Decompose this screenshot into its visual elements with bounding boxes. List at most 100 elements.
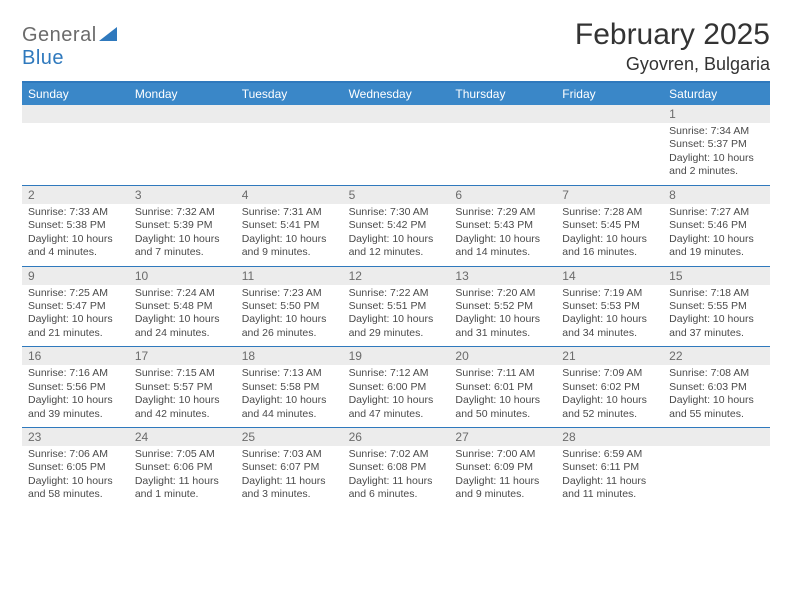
cell-line: Daylight: 11 hours <box>135 475 230 488</box>
date-number: 22 <box>663 349 682 363</box>
cell-line: and 55 minutes. <box>669 408 764 421</box>
date-number: 13 <box>449 269 468 283</box>
cell-body <box>449 123 556 181</box>
cell-line: Sunrise: 7:18 AM <box>669 287 764 300</box>
cell-line: Sunrise: 7:33 AM <box>28 206 123 219</box>
date-number: 2 <box>22 188 35 202</box>
date-band: 15 <box>663 267 770 285</box>
cell-line: Daylight: 10 hours <box>455 233 550 246</box>
cell-line: and 16 minutes. <box>562 246 657 259</box>
cell-line: Sunrise: 7:25 AM <box>28 287 123 300</box>
cell-line: Sunset: 6:03 PM <box>669 381 764 394</box>
cell-line: Sunset: 5:56 PM <box>28 381 123 394</box>
calendar-cell: 24Sunrise: 7:05 AMSunset: 6:06 PMDayligh… <box>129 428 236 508</box>
date-band: 24 <box>129 428 236 446</box>
date-band: 28 <box>556 428 663 446</box>
date-band <box>343 105 450 123</box>
cell-body <box>236 123 343 181</box>
date-number: 14 <box>556 269 575 283</box>
calendar-cell: 13Sunrise: 7:20 AMSunset: 5:52 PMDayligh… <box>449 267 556 347</box>
date-band <box>129 105 236 123</box>
cell-line: and 58 minutes. <box>28 488 123 501</box>
date-band: 7 <box>556 186 663 204</box>
cell-line: Sunrise: 6:59 AM <box>562 448 657 461</box>
cell-line: Sunset: 5:47 PM <box>28 300 123 313</box>
date-number: 20 <box>449 349 468 363</box>
calendar-cell: 25Sunrise: 7:03 AMSunset: 6:07 PMDayligh… <box>236 428 343 508</box>
cell-line: and 34 minutes. <box>562 327 657 340</box>
cell-line: and 37 minutes. <box>669 327 764 340</box>
date-number: 4 <box>236 188 249 202</box>
date-band: 9 <box>22 267 129 285</box>
date-number: 7 <box>556 188 569 202</box>
date-band: 1 <box>663 105 770 123</box>
calendar-cell: 17Sunrise: 7:15 AMSunset: 5:57 PMDayligh… <box>129 347 236 427</box>
cell-line: Sunset: 6:05 PM <box>28 461 123 474</box>
date-number: 8 <box>663 188 676 202</box>
cell-line: and 47 minutes. <box>349 408 444 421</box>
cell-line: Daylight: 11 hours <box>562 475 657 488</box>
cell-body: Sunrise: 7:12 AMSunset: 6:00 PMDaylight:… <box>343 365 450 427</box>
cell-line: Sunrise: 7:32 AM <box>135 206 230 219</box>
date-number: 15 <box>663 269 682 283</box>
cell-line: Sunset: 5:48 PM <box>135 300 230 313</box>
cell-line: Daylight: 10 hours <box>242 313 337 326</box>
cell-line: Daylight: 10 hours <box>28 394 123 407</box>
calendar-cell <box>22 105 129 185</box>
calendar-cell: 19Sunrise: 7:12 AMSunset: 6:00 PMDayligh… <box>343 347 450 427</box>
cell-line: Sunset: 5:43 PM <box>455 219 550 232</box>
calendar-cell: 20 Sunrise: 7:11 AMSunset: 6:01 PMDayligh… <box>449 347 556 427</box>
cell-line: Sunrise: 7:22 AM <box>349 287 444 300</box>
cell-line: Sunrise: 7:28 AM <box>562 206 657 219</box>
cell-line: Sunrise: 7:06 AM <box>28 448 123 461</box>
cell-line: Sunrise: 7:00 AM <box>455 448 550 461</box>
cell-body: Sunrise: 7:11 AMSunset: 6:01 PMDaylight:… <box>449 365 556 427</box>
date-band: 3 <box>129 186 236 204</box>
calendar-cell: 27Sunrise: 7:00 AMSunset: 6:09 PMDayligh… <box>449 428 556 508</box>
calendar-cell: 7Sunrise: 7:28 AMSunset: 5:45 PMDaylight… <box>556 186 663 266</box>
cell-body: Sunrise: 7:08 AMSunset: 6:03 PMDaylight:… <box>663 365 770 427</box>
cell-body <box>663 446 770 504</box>
cell-line: Sunset: 5:46 PM <box>669 219 764 232</box>
weekday-header: Tuesday <box>236 83 343 105</box>
date-number: 21 <box>556 349 575 363</box>
cell-line: Sunrise: 7:30 AM <box>349 206 444 219</box>
logo-word1: General <box>22 24 97 46</box>
date-number: 6 <box>449 188 462 202</box>
date-band: 6 <box>449 186 556 204</box>
cell-body: Sunrise: 7:16 AMSunset: 5:56 PMDaylight:… <box>22 365 129 427</box>
cell-line: Sunset: 5:41 PM <box>242 219 337 232</box>
calendar-cell: 28Sunrise: 6:59 AMSunset: 6:11 PMDayligh… <box>556 428 663 508</box>
calendar-cell: 23Sunrise: 7:06 AMSunset: 6:05 PMDayligh… <box>22 428 129 508</box>
calendar-cell <box>449 105 556 185</box>
cell-line: Daylight: 10 hours <box>455 313 550 326</box>
cell-line: and 26 minutes. <box>242 327 337 340</box>
date-band: 26 <box>343 428 450 446</box>
title-block: February 2025 Gyovren, Bulgaria <box>575 18 770 75</box>
cell-line: Sunrise: 7:27 AM <box>669 206 764 219</box>
date-number: 18 <box>236 349 255 363</box>
cell-line: Daylight: 10 hours <box>669 233 764 246</box>
date-number: 27 <box>449 430 468 444</box>
cell-line: Sunset: 5:55 PM <box>669 300 764 313</box>
date-band: 4 <box>236 186 343 204</box>
cell-body: Sunrise: 7:33 AMSunset: 5:38 PMDaylight:… <box>22 204 129 266</box>
cell-body: Sunrise: 7:06 AMSunset: 6:05 PMDaylight:… <box>22 446 129 508</box>
date-number: 17 <box>129 349 148 363</box>
date-band: 27 <box>449 428 556 446</box>
calendar-cell: 21 Sunrise: 7:09 AMSunset: 6:02 PMDayligh… <box>556 347 663 427</box>
cell-body: Sunrise: 7:09 AMSunset: 6:02 PMDaylight:… <box>556 365 663 427</box>
cell-body: Sunrise: 7:32 AMSunset: 5:39 PMDaylight:… <box>129 204 236 266</box>
calendar-cell <box>129 105 236 185</box>
cell-line: Daylight: 10 hours <box>455 394 550 407</box>
cell-line: and 21 minutes. <box>28 327 123 340</box>
cell-line: and 31 minutes. <box>455 327 550 340</box>
weeks-container: 1Sunrise: 7:34 AMSunset: 5:37 PMDaylight… <box>22 105 770 508</box>
date-number: 11 <box>236 269 254 283</box>
cell-line: Sunset: 5:37 PM <box>669 138 764 151</box>
weekday-header: Friday <box>556 83 663 105</box>
date-number: 5 <box>343 188 356 202</box>
cell-line: and 6 minutes. <box>349 488 444 501</box>
weekday-header: Thursday <box>449 83 556 105</box>
date-number: 24 <box>129 430 148 444</box>
